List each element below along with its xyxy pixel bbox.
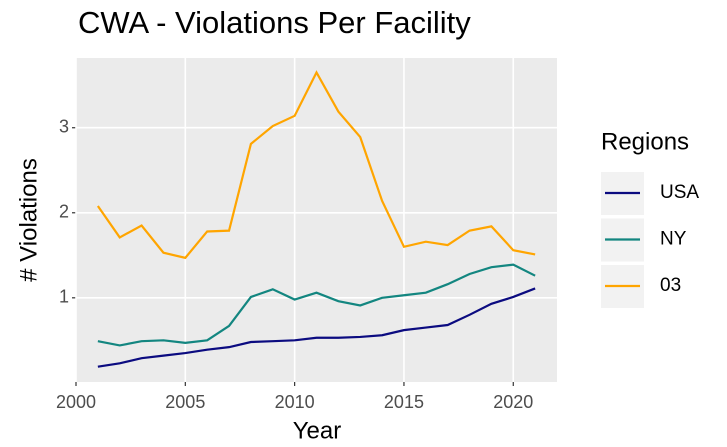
line-series — [96, 70, 536, 260]
y-tick-label: 1 — [59, 287, 69, 307]
x-tick-label: 2005 — [165, 392, 205, 412]
x-tick-label: 2010 — [275, 392, 315, 412]
x-tick-label: 2000 — [56, 392, 96, 412]
legend-label: NY — [660, 229, 687, 250]
x-tick-label: 2020 — [493, 392, 533, 412]
y-axis-label: # Violations — [15, 158, 42, 282]
y-tick-label: 3 — [59, 116, 69, 136]
chart-title: CWA - Violations Per Facility — [78, 5, 471, 40]
panel — [76, 58, 557, 382]
legend-title: Regions — [601, 128, 689, 155]
y-tick-label: 2 — [59, 202, 69, 222]
line-series — [97, 287, 536, 368]
line-series — [97, 263, 536, 347]
x-tick-label: 2015 — [384, 392, 424, 412]
legend-label: 03 — [660, 275, 681, 296]
x-axis-label: Year — [293, 417, 342, 444]
legend-label: USA — [660, 182, 699, 203]
